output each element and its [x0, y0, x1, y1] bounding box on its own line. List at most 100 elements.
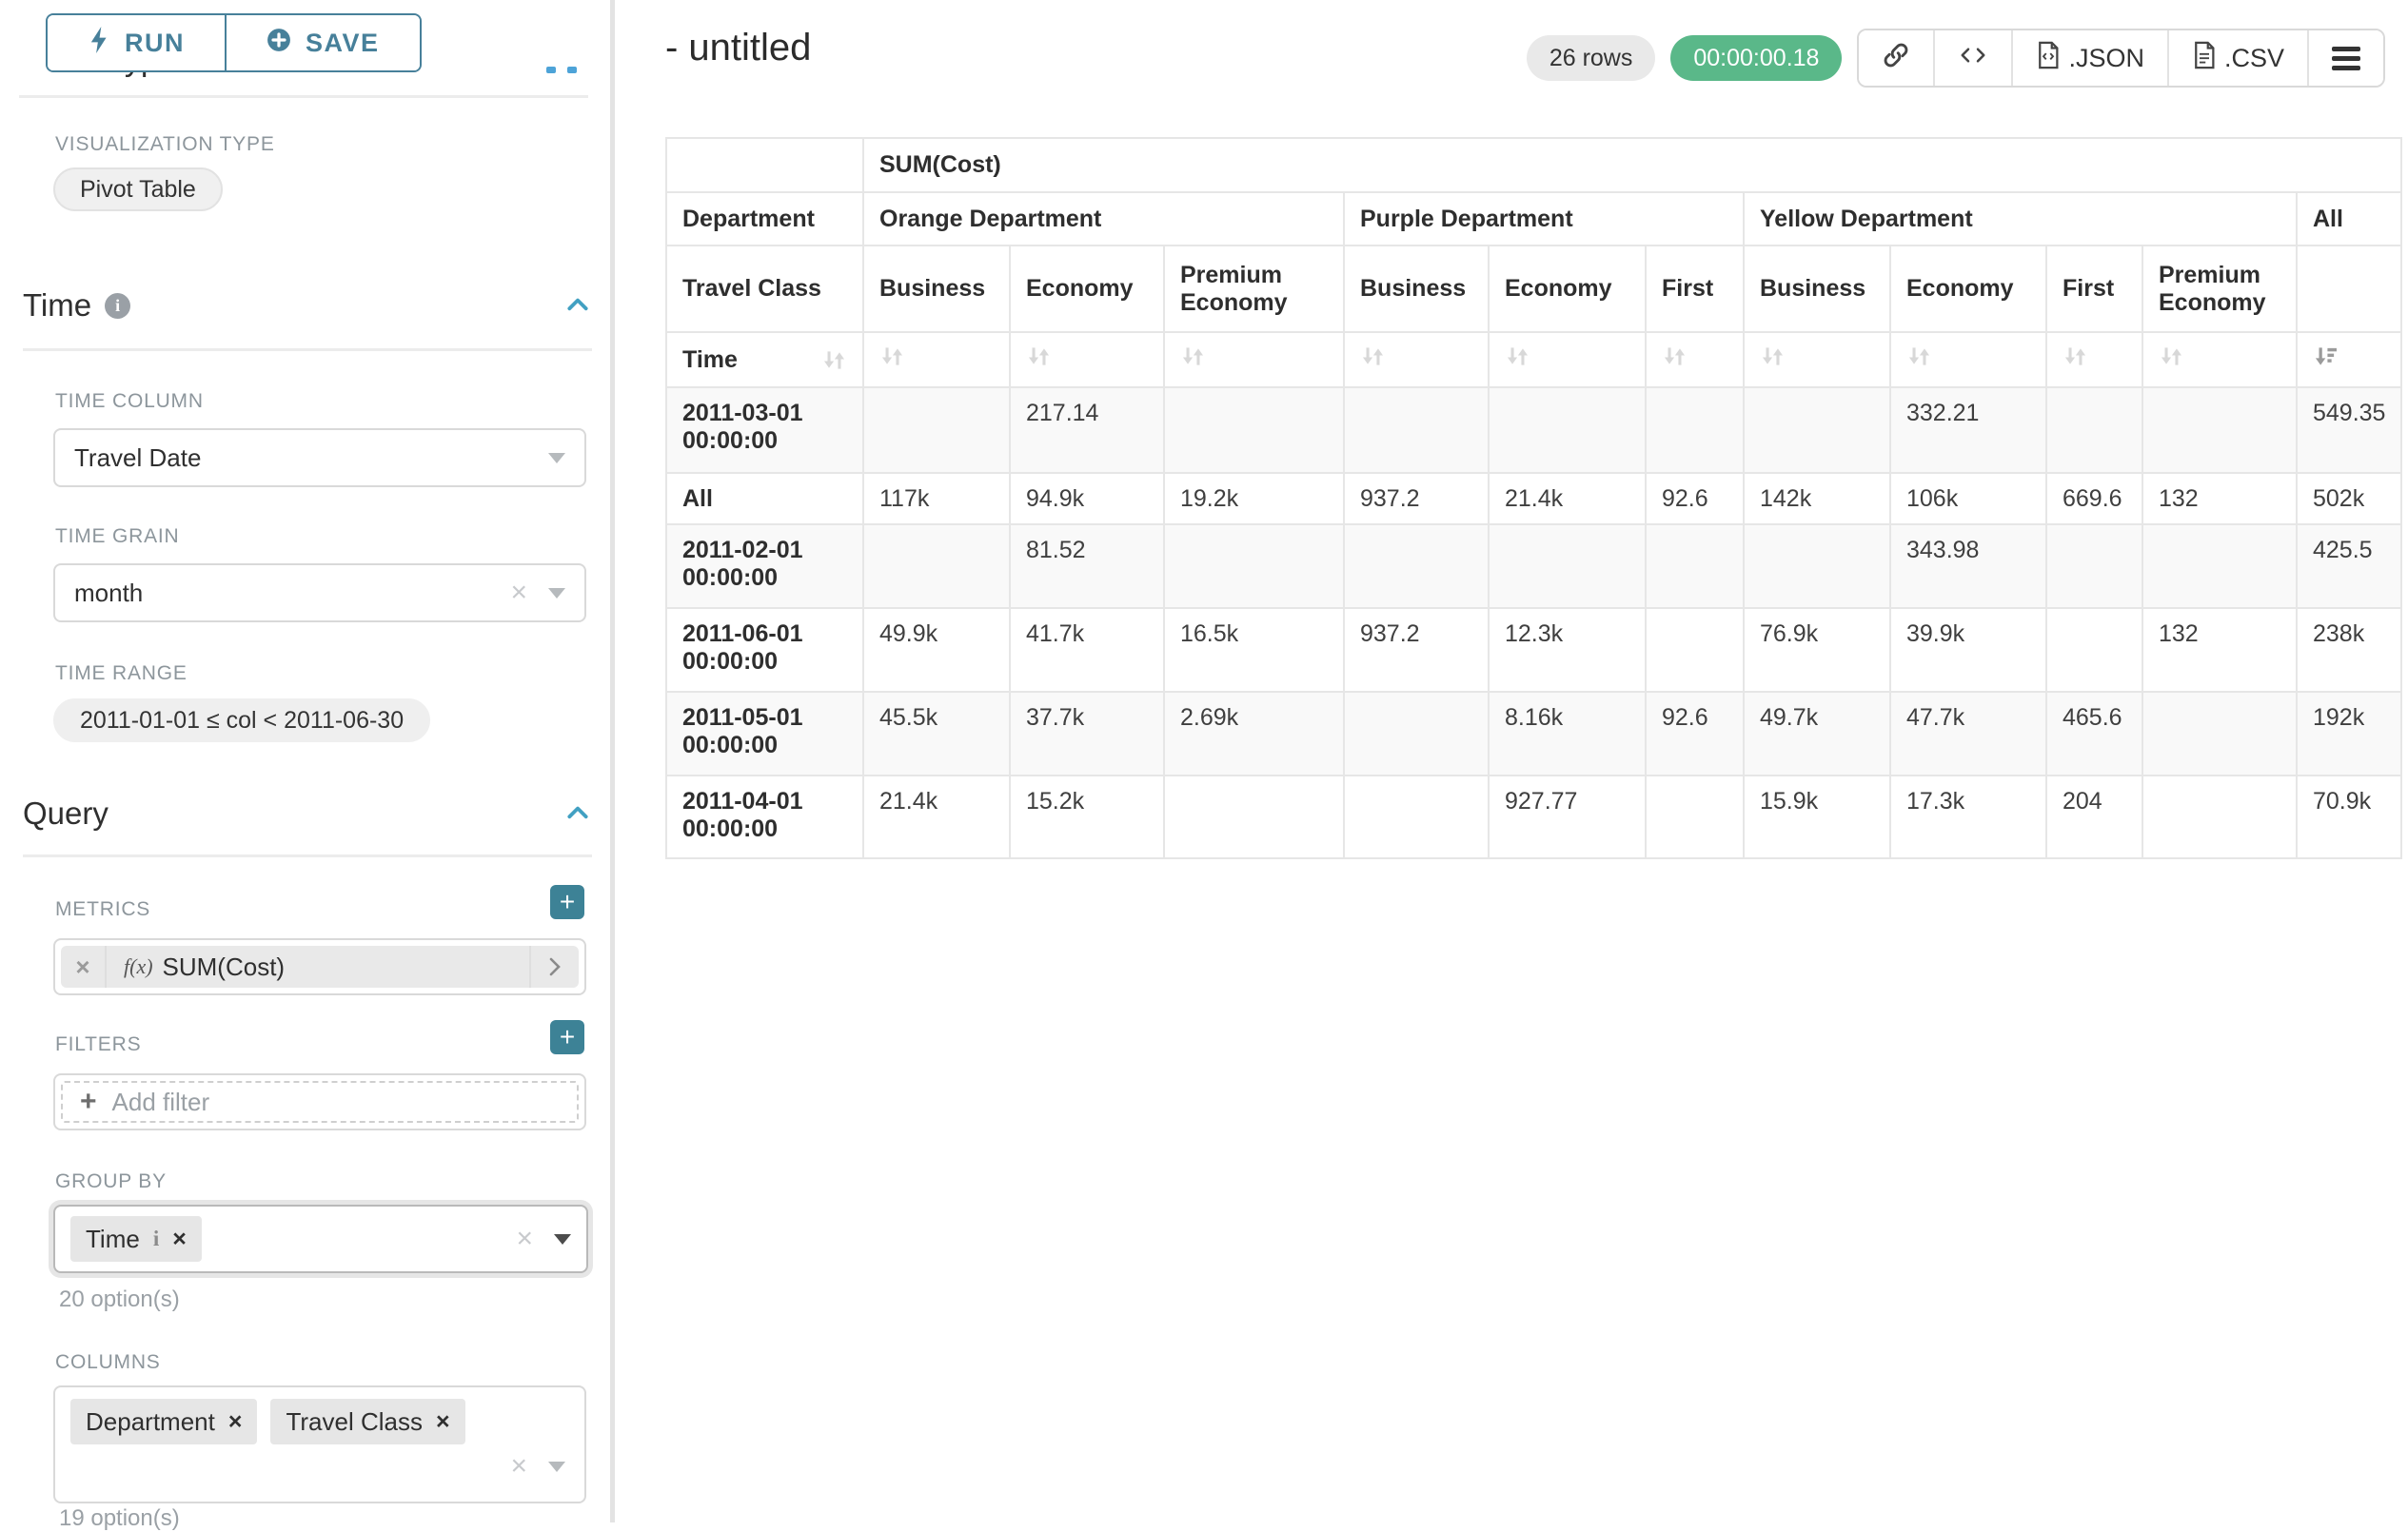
export-csv-button[interactable]: .CSV	[2166, 30, 2307, 86]
time-grain-select[interactable]: month ×	[53, 563, 586, 622]
chip-label: Time	[86, 1224, 140, 1253]
value-cell	[1743, 523, 1891, 609]
add-filter-button[interactable]: + Add filter	[61, 1081, 579, 1123]
visualization-type-chip[interactable]: Pivot Table	[53, 167, 223, 211]
value-cell: 21.4k	[862, 775, 1011, 859]
add-filter-plus-button[interactable]: +	[550, 1020, 584, 1054]
group-by-select[interactable]: Time i × ×	[53, 1205, 588, 1273]
remove-chip-icon[interactable]: ×	[435, 1407, 450, 1435]
columns-chip-travel-class[interactable]: Travel Class ×	[270, 1399, 465, 1444]
sort-icon[interactable]	[1360, 345, 1386, 367]
decorative-dot	[546, 67, 556, 73]
caret-down-icon[interactable]	[548, 452, 565, 463]
time-grain-value: month	[74, 578, 144, 607]
sort-icon[interactable]	[1026, 345, 1052, 367]
plus-circle-icon	[266, 28, 291, 59]
department-group-cell: Yellow Department	[1743, 191, 2298, 246]
value-cell	[1488, 523, 1647, 609]
caret-down-icon[interactable]	[554, 1233, 571, 1245]
info-icon[interactable]: i	[152, 1227, 160, 1250]
value-cell	[1343, 775, 1490, 859]
department-group-cell: All	[2295, 191, 2403, 246]
panel-divider[interactable]	[610, 0, 615, 1522]
row-label-cell: All	[665, 472, 864, 525]
metric-chip[interactable]: × f(x) SUM(Cost)	[61, 946, 579, 988]
sort-icon[interactable]	[2063, 345, 2088, 367]
value-cell: 343.98	[1889, 523, 2047, 609]
value-cell	[2045, 607, 2143, 693]
decorative-dot	[567, 67, 577, 73]
json-label: .JSON	[2068, 43, 2144, 72]
add-filter-label: Add filter	[111, 1087, 210, 1116]
time-grain-label: TIME GRAIN	[55, 525, 180, 547]
filters-label: FILTERS	[55, 1033, 142, 1055]
value-cell: 76.9k	[1743, 607, 1891, 693]
table-row: 2011-02-01 00:00:00 81.52 343.98 425.5	[665, 523, 2403, 609]
sort-icon[interactable]	[821, 349, 847, 371]
clear-icon[interactable]: ×	[516, 1223, 533, 1254]
value-cell	[1645, 386, 1745, 474]
sort-desc-icon[interactable]	[2313, 345, 2339, 367]
add-metric-button[interactable]: +	[550, 885, 584, 919]
caret-down-icon[interactable]	[548, 1461, 565, 1472]
copy-link-button[interactable]	[1859, 30, 1934, 86]
clear-icon[interactable]: ×	[510, 1450, 527, 1482]
caret-down-icon[interactable]	[548, 587, 565, 599]
divider	[19, 95, 588, 98]
csv-file-icon	[2192, 41, 2217, 76]
value-cell: 92.6	[1645, 472, 1745, 525]
save-button[interactable]: SAVE	[225, 15, 420, 70]
row-label-cell: 2011-03-01 00:00:00	[665, 386, 864, 474]
time-column-select[interactable]: Travel Date	[53, 428, 586, 487]
table-row: 2011-05-01 00:00:00 45.5k 37.7k 2.69k 8.16k 9…	[665, 691, 2403, 776]
menu-icon	[2332, 46, 2360, 70]
menu-button[interactable]	[2307, 30, 2383, 86]
value-cell	[1163, 386, 1345, 474]
export-json-button[interactable]: .JSON	[2011, 30, 2167, 86]
time-range-label: TIME RANGE	[55, 662, 188, 684]
travel-class-axis-cell: Travel Class	[665, 245, 864, 333]
time-range-chip[interactable]: 2011-01-01 ≤ col < 2011-06-30	[53, 698, 431, 742]
remove-chip-icon[interactable]: ×	[227, 1407, 243, 1435]
sort-icon[interactable]	[879, 345, 905, 367]
clear-icon[interactable]: ×	[510, 577, 527, 608]
time-range-value: 2011-01-01 ≤ col < 2011-06-30	[80, 706, 405, 734]
time-column-label: TIME COLUMN	[55, 390, 204, 412]
value-cell: 94.9k	[1009, 472, 1165, 525]
columns-chip-department[interactable]: Department ×	[70, 1399, 258, 1444]
value-cell	[1163, 775, 1345, 859]
chevron-up-icon[interactable]	[565, 801, 590, 826]
row-count-badge: 26 rows	[1526, 35, 1656, 81]
chevron-right-icon[interactable]	[529, 946, 579, 988]
run-button[interactable]: RUN	[48, 15, 225, 70]
value-cell	[1645, 523, 1745, 609]
sort-icon[interactable]	[1662, 345, 1688, 367]
value-cell: 41.7k	[1009, 607, 1165, 693]
query-section-header: Query	[23, 795, 590, 832]
value-cell: 15.2k	[1009, 775, 1165, 859]
sort-icon[interactable]	[1180, 345, 1206, 367]
metric-header-cell: SUM(Cost)	[861, 137, 2403, 193]
chevron-up-icon[interactable]	[565, 293, 590, 318]
sort-icon[interactable]	[1906, 345, 1932, 367]
sort-cell	[1889, 331, 2047, 388]
value-cell	[2142, 523, 2298, 609]
embed-code-button[interactable]	[1933, 30, 2012, 86]
sort-cell	[1163, 331, 1345, 388]
remove-chip-icon[interactable]: ×	[172, 1225, 187, 1252]
value-cell: 937.2	[1343, 472, 1490, 525]
info-icon[interactable]: i	[105, 292, 131, 319]
link-icon	[1882, 41, 1910, 76]
sort-icon[interactable]	[2159, 345, 2184, 367]
columns-select[interactable]: Department × Travel Class × ×	[53, 1385, 586, 1503]
sort-icon[interactable]	[1760, 345, 1786, 367]
value-cell: 132	[2142, 607, 2298, 693]
travel-class-cell: Business	[1743, 245, 1891, 333]
group-by-chip-time[interactable]: Time i ×	[70, 1216, 202, 1262]
remove-metric-icon[interactable]: ×	[61, 946, 107, 988]
department-group-cell: Purple Department	[1343, 191, 1745, 246]
sort-icon[interactable]	[1505, 345, 1530, 367]
chart-title[interactable]: - untitled	[665, 27, 812, 69]
sort-cell	[2142, 331, 2298, 388]
metrics-label: METRICS	[55, 898, 151, 920]
